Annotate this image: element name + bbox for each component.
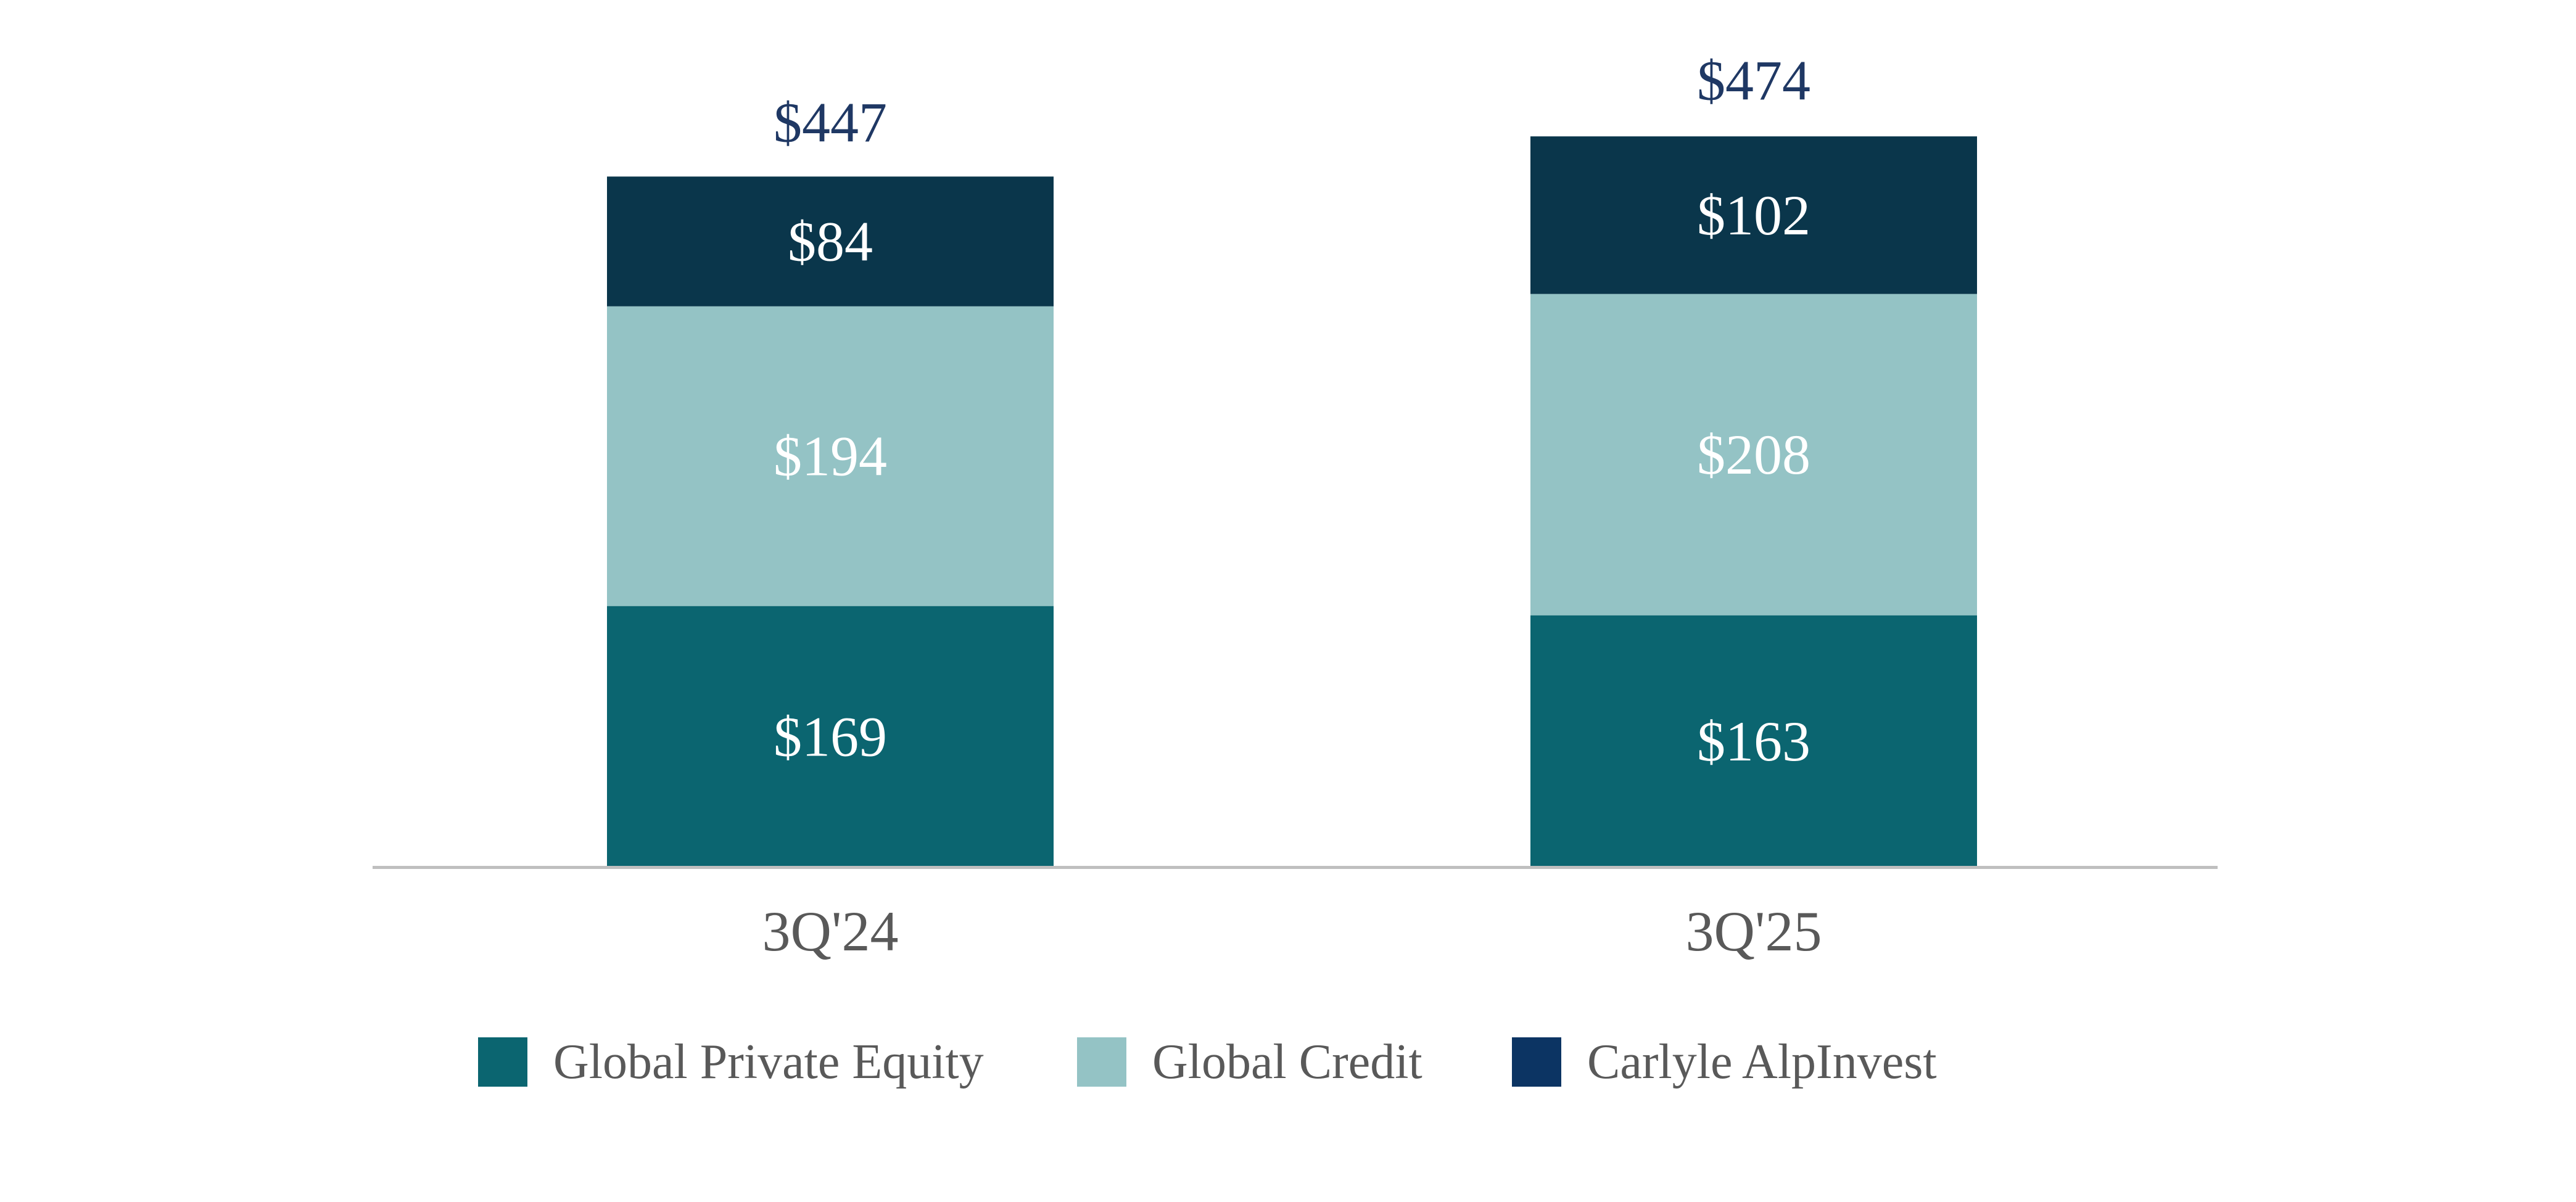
totals-layer: $447 $474 xyxy=(774,49,1810,154)
bars-layer xyxy=(607,136,1977,867)
x-tick-labels: 3Q'24 3Q'25 xyxy=(762,900,1822,963)
legend-item-carlyle-alpinvest: Carlyle AlpInvest xyxy=(1512,1035,1937,1089)
bar-segment-carlyle-alpinvest-3q-24 xyxy=(607,176,1054,307)
x-tick-label-3q-25: 3Q'25 xyxy=(1685,900,1822,963)
bar-segment-carlyle-alpinvest-3q-25 xyxy=(1530,136,1977,294)
bar-segment-global-private-equity-3q-25 xyxy=(1530,615,1977,867)
x-tick-label-3q-24: 3Q'24 xyxy=(762,900,898,963)
data-label-global-private-equity-3q-24: $169 xyxy=(774,705,887,768)
legend-swatch-global-credit xyxy=(1077,1037,1126,1087)
total-label-3q-24: $447 xyxy=(774,91,887,154)
data-label-carlyle-alpinvest-3q-25: $102 xyxy=(1697,184,1810,247)
data-label-carlyle-alpinvest-3q-24: $84 xyxy=(788,210,873,273)
legend-swatch-global-private-equity xyxy=(478,1037,527,1087)
segment-labels-layer: $169 $194 $84 $163 $208 $102 xyxy=(774,184,1810,773)
bar-segment-global-credit-3q-25 xyxy=(1530,294,1977,615)
legend: Global Private Equity Global Credit Carlyl… xyxy=(478,1035,1937,1089)
legend-swatch-carlyle-alpinvest xyxy=(1512,1037,1561,1087)
legend-label-global-private-equity: Global Private Equity xyxy=(553,1035,984,1089)
data-label-global-credit-3q-25: $208 xyxy=(1697,423,1810,486)
bar-segment-global-credit-3q-24 xyxy=(607,306,1054,606)
legend-label-carlyle-alpinvest: Carlyle AlpInvest xyxy=(1587,1035,1937,1089)
legend-item-global-credit: Global Credit xyxy=(1077,1035,1422,1089)
bar-segment-global-private-equity-3q-24 xyxy=(607,606,1054,867)
data-label-global-credit-3q-24: $194 xyxy=(774,425,887,488)
total-label-3q-25: $474 xyxy=(1697,49,1810,112)
legend-label-global-credit: Global Credit xyxy=(1152,1035,1422,1089)
data-label-global-private-equity-3q-25: $163 xyxy=(1697,710,1810,773)
legend-item-global-private-equity: Global Private Equity xyxy=(478,1035,984,1089)
